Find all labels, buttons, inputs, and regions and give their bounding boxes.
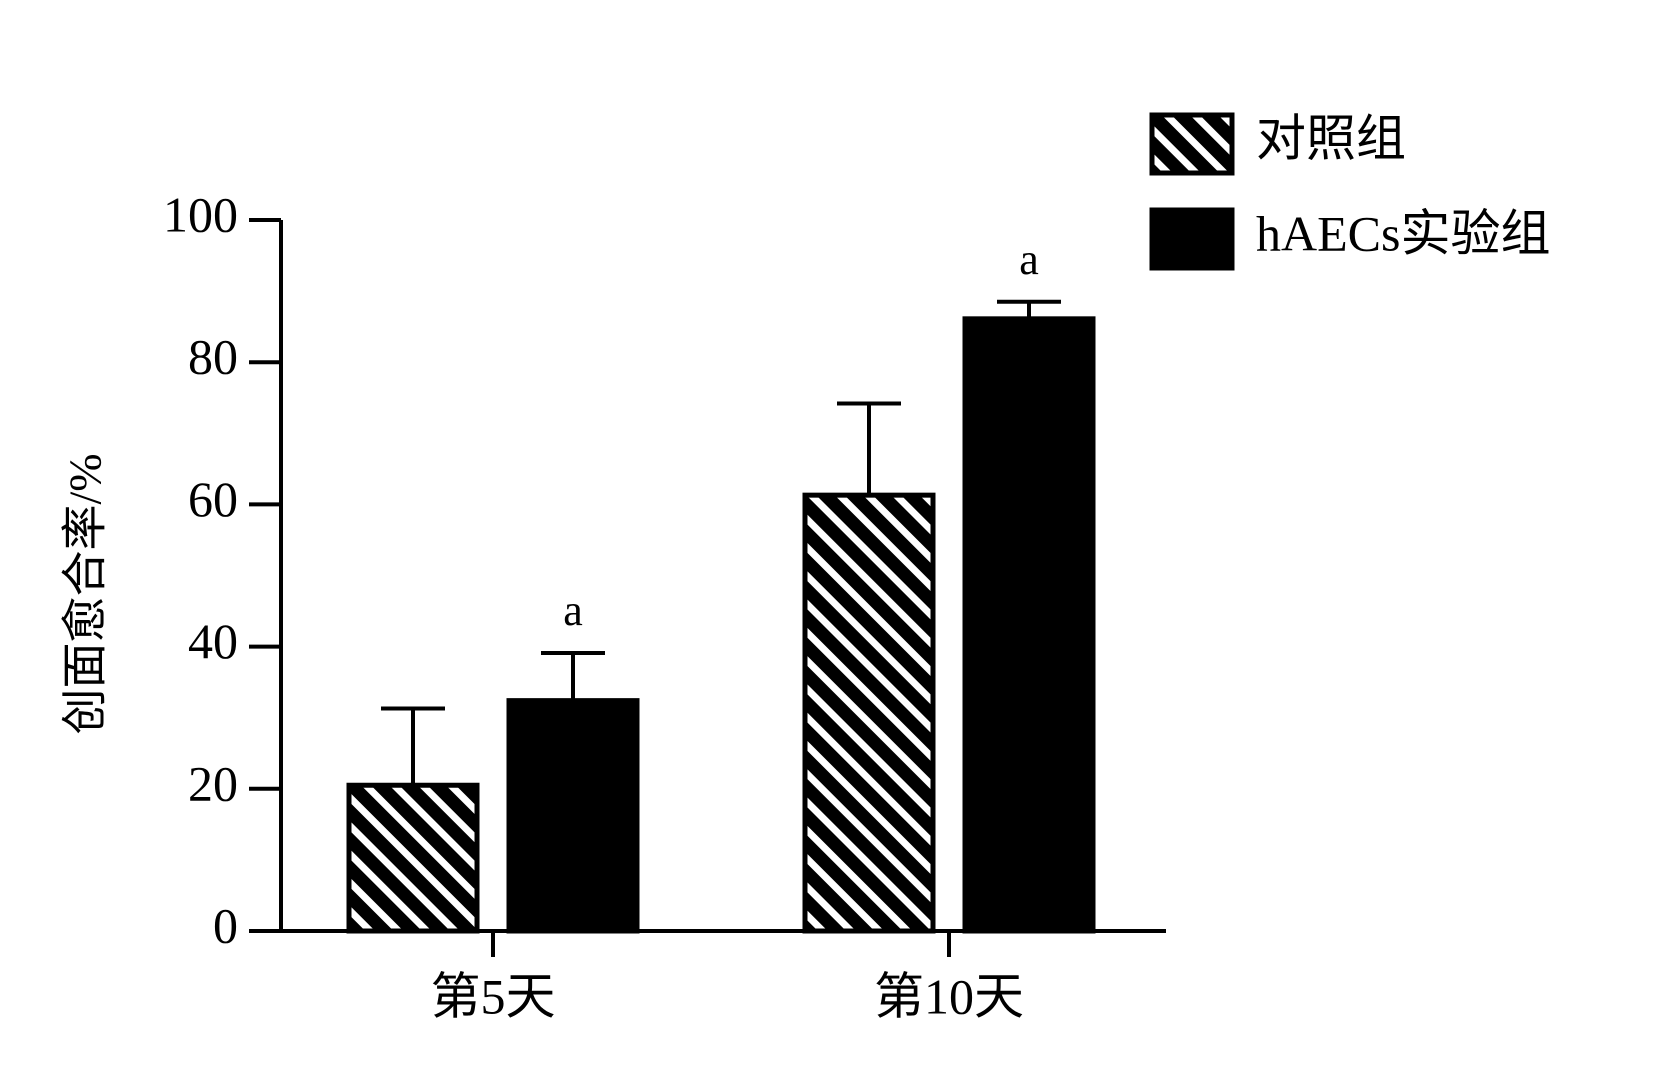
y-tick-label: 20 xyxy=(188,755,238,811)
legend-swatch xyxy=(1149,112,1235,176)
bar xyxy=(506,698,640,934)
y-axis-label: 创面愈合率/% xyxy=(60,453,111,734)
annotation: a xyxy=(1019,235,1039,284)
bar xyxy=(346,782,480,934)
legend-label: hAECs实验组 xyxy=(1256,205,1550,261)
y-tick-label: 80 xyxy=(188,329,238,385)
y-tick-label: 100 xyxy=(163,186,238,242)
bar xyxy=(802,492,936,934)
y-tick-label: 40 xyxy=(188,613,238,669)
x-tick-label: 第10天 xyxy=(874,968,1024,1024)
legend-label: 对照组 xyxy=(1256,110,1406,166)
bar xyxy=(962,316,1096,934)
legend-swatch xyxy=(1149,207,1235,271)
annotation: a xyxy=(563,586,583,635)
y-tick-label: 0 xyxy=(213,897,238,953)
x-tick-label: 第5天 xyxy=(431,968,556,1024)
y-tick-label: 60 xyxy=(188,471,238,527)
